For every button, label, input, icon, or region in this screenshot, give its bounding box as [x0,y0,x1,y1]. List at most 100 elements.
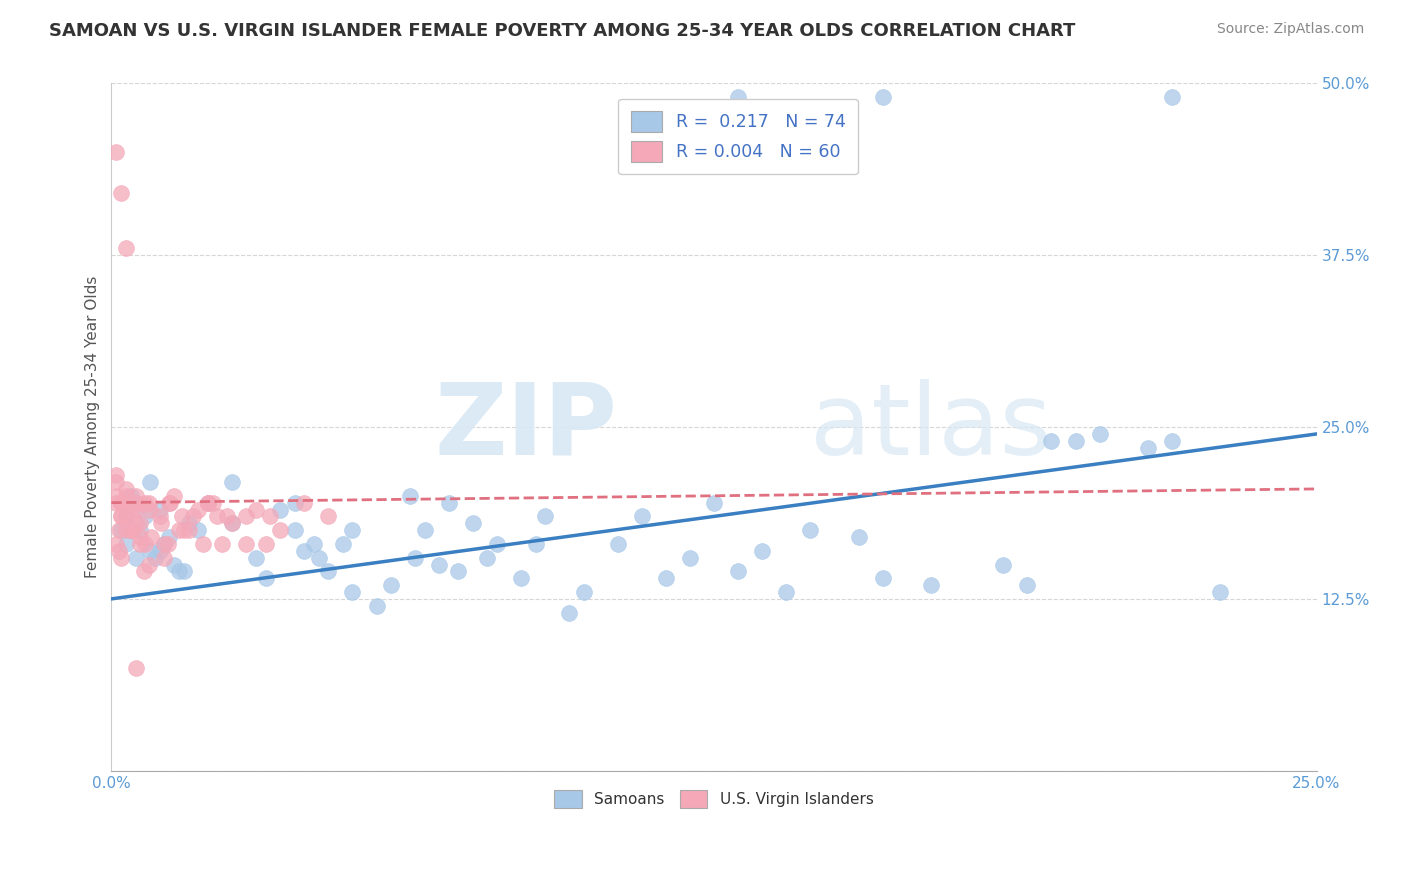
Point [153,550,176,565]
Point [115,509,138,524]
Point [655,571,678,585]
Point [342,523,364,537]
Point [437,496,460,510]
Point [120,523,142,537]
Point [534,509,557,524]
Legend: Samoans, U.S. Virgin Islanders: Samoans, U.S. Virgin Islanders [548,784,880,814]
Point [138,496,160,510]
Point [187,523,209,537]
Point [245,550,267,565]
Point [167,565,190,579]
Point [138,558,160,572]
Point [284,523,307,537]
Point [245,502,267,516]
Point [269,502,291,516]
Point [177,516,200,531]
Point [139,502,162,516]
Point [1064,434,1087,448]
Point [332,537,354,551]
Point [558,606,581,620]
Point [108,543,131,558]
Point [524,537,547,551]
Point [413,523,436,537]
Point [134,496,156,510]
Point [318,509,340,524]
Point [105,537,128,551]
Point [211,537,233,551]
Point [129,523,152,537]
Point [157,530,180,544]
Point [115,482,138,496]
Point [105,475,128,489]
Point [799,523,821,537]
Point [153,537,176,551]
Point [159,496,181,510]
Point [115,489,138,503]
Point [134,537,156,551]
Point [197,496,219,510]
Point [120,502,142,516]
Y-axis label: Female Poverty Among 25-34 Year Olds: Female Poverty Among 25-34 Year Olds [86,276,100,578]
Point [872,90,894,104]
Point [129,530,152,544]
Point [108,523,131,537]
Point [153,537,176,551]
Point [110,496,132,510]
Point [427,558,450,572]
Point [141,530,163,544]
Point [447,565,470,579]
Text: atlas: atlas [810,378,1052,475]
Point [1040,434,1063,448]
Point [105,496,128,510]
Point [727,90,749,104]
Point [751,543,773,558]
Point [269,523,291,537]
Point [129,516,152,531]
Point [342,585,364,599]
Point [163,558,186,572]
Point [201,496,224,510]
Point [110,509,132,524]
Point [139,475,162,489]
Point [1017,578,1039,592]
Point [134,509,156,524]
Point [848,530,870,544]
Point [221,516,243,531]
Point [149,543,172,558]
Point [993,558,1015,572]
Point [510,571,533,585]
Point [404,550,426,565]
Point [115,523,138,537]
Point [920,578,942,592]
Point [630,509,652,524]
Point [167,523,190,537]
Point [477,550,499,565]
Point [115,537,138,551]
Point [177,523,200,537]
Point [139,543,162,558]
Point [157,496,180,510]
Point [163,489,186,503]
Point [207,509,229,524]
Point [110,523,132,537]
Point [254,571,277,585]
Point [105,489,128,503]
Point [197,496,219,510]
Point [727,565,749,579]
Point [1136,441,1159,455]
Text: SAMOAN VS U.S. VIRGIN ISLANDER FEMALE POVERTY AMONG 25-34 YEAR OLDS CORRELATION : SAMOAN VS U.S. VIRGIN ISLANDER FEMALE PO… [49,22,1076,40]
Point [703,496,725,510]
Point [1088,426,1111,441]
Point [235,509,257,524]
Point [115,509,138,524]
Point [775,585,797,599]
Point [110,496,132,510]
Point [191,537,214,551]
Point [157,537,180,551]
Point [572,585,595,599]
Point [143,550,166,565]
Point [121,523,143,537]
Point [187,502,209,516]
Point [172,509,194,524]
Point [120,523,142,537]
